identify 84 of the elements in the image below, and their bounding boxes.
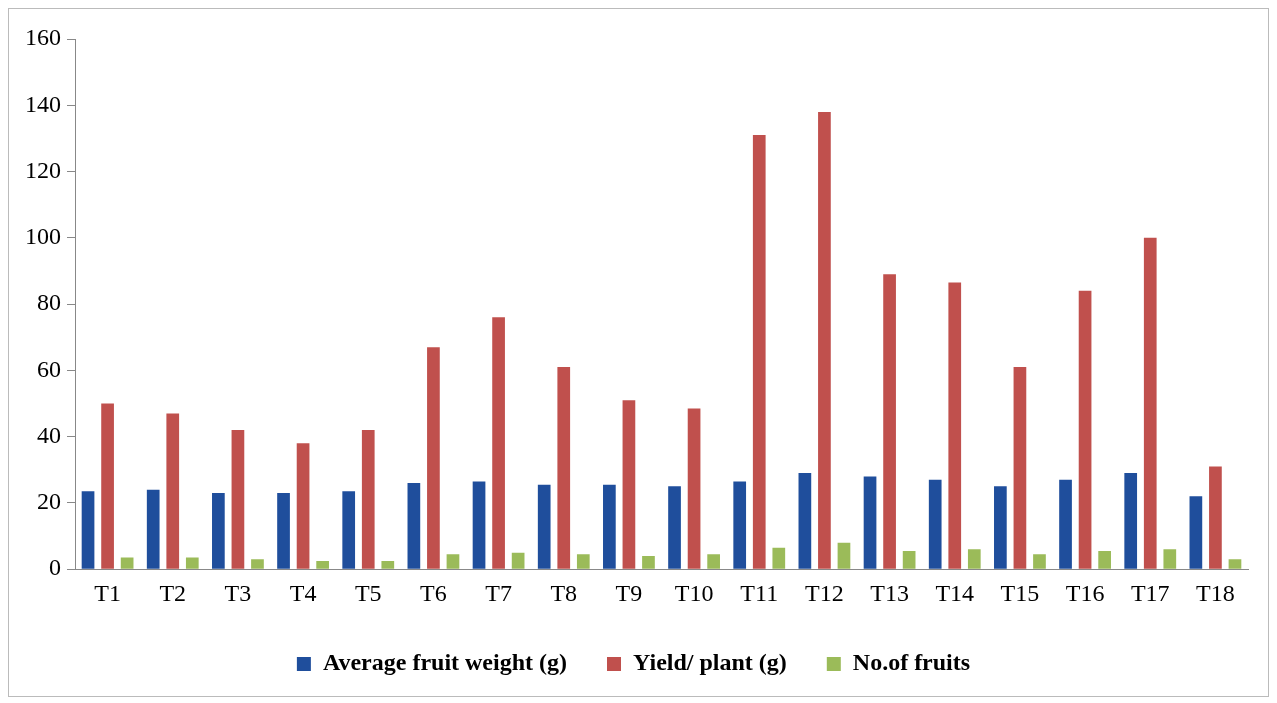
x-tick-label: T17 (1130, 579, 1170, 606)
y-tick-label: 100 (25, 223, 61, 250)
bar (296, 443, 310, 569)
x-tick-label: T12 (805, 579, 844, 606)
x-tick-label: T11 (740, 579, 779, 606)
bar (557, 367, 571, 569)
bar (603, 484, 616, 569)
x-tick-label: T9 (615, 579, 643, 606)
bar (576, 554, 590, 569)
bar (120, 557, 134, 569)
bar (687, 408, 701, 569)
legend-label: Average fruit weight (g) (322, 649, 568, 676)
bar (948, 282, 962, 569)
x-tick-label: T13 (870, 579, 909, 606)
x-tick-label: T8 (550, 579, 578, 606)
bar (928, 479, 942, 569)
bar (361, 430, 375, 569)
bar (863, 476, 877, 569)
bar (752, 135, 766, 569)
bar (1228, 559, 1242, 569)
bar (798, 473, 812, 569)
bar (668, 486, 681, 569)
bar (818, 111, 831, 569)
bar (101, 403, 114, 569)
bar (967, 549, 981, 569)
x-tick-label: T4 (289, 579, 317, 606)
y-tick-label: 140 (25, 90, 61, 117)
x-tick-label: T2 (159, 579, 187, 606)
bar (166, 413, 180, 569)
bar (837, 542, 851, 569)
legend-label: Yield/ plant (g) (633, 649, 787, 676)
bar (146, 489, 160, 569)
bar (1013, 367, 1027, 569)
bar (381, 560, 395, 569)
bar (277, 492, 290, 569)
bar (1124, 473, 1138, 569)
y-tick-label: 120 (25, 156, 61, 183)
bar (994, 486, 1007, 569)
x-tick-label: T3 (224, 579, 252, 606)
bar (81, 491, 95, 569)
bar (1163, 549, 1177, 569)
y-tick-label: 80 (37, 289, 61, 316)
bar (733, 481, 747, 569)
y-tick-label: 20 (37, 488, 61, 515)
bar (622, 400, 636, 569)
bar (212, 492, 225, 569)
x-tick-label: T7 (485, 579, 512, 606)
bar (511, 552, 525, 569)
x-tick-label: T16 (1065, 579, 1105, 606)
x-tick-label: T15 (1000, 579, 1040, 606)
x-tick-label: T1 (94, 579, 121, 606)
bar (1209, 466, 1222, 569)
bar (1189, 496, 1203, 569)
bar (427, 347, 440, 569)
bar (1098, 550, 1111, 569)
x-tick-label: T6 (420, 579, 447, 606)
bar (642, 555, 655, 569)
bar (707, 554, 720, 569)
y-tick-label: 60 (37, 355, 61, 382)
x-tick-label: T14 (935, 579, 975, 606)
bar (902, 550, 916, 569)
bar (1033, 554, 1046, 569)
bar (316, 560, 329, 569)
y-tick-label: 0 (49, 554, 61, 581)
bar (492, 317, 505, 569)
bar (407, 483, 421, 569)
bar (883, 274, 896, 569)
bar (185, 557, 199, 569)
bar (342, 491, 356, 569)
bar (251, 559, 264, 569)
bar (537, 484, 551, 569)
bar (1143, 237, 1157, 569)
bar (1059, 479, 1072, 569)
bar (772, 547, 786, 569)
legend-label: No.of fruits (852, 649, 971, 676)
x-tick-label: T10 (674, 579, 714, 606)
x-tick-label: T5 (354, 579, 382, 606)
bar (231, 430, 245, 569)
y-tick-label: 40 (37, 421, 61, 448)
bar (446, 554, 460, 569)
bar (472, 481, 486, 569)
x-tick-label: T18 (1196, 579, 1235, 606)
bar (1078, 290, 1092, 569)
y-tick-label: 160 (25, 24, 61, 51)
